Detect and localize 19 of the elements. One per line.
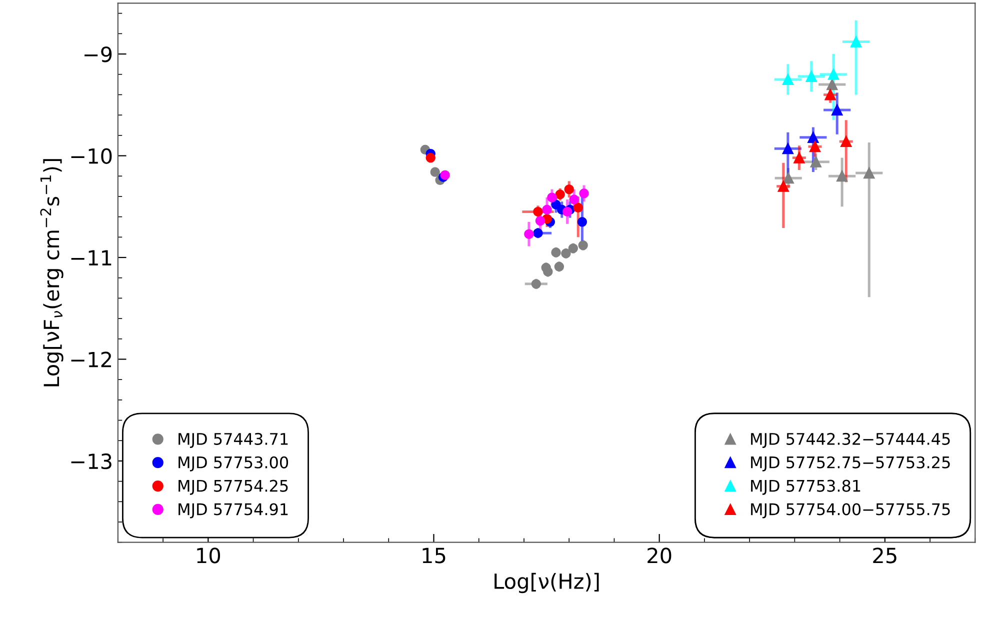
legend-label: MJD 57752.75−57753.25	[751, 456, 950, 472]
x-tick-label: 15	[422, 548, 446, 564]
legend-label: MJD 57754.00−57755.75	[751, 503, 950, 518]
y-tick-label: −11	[71, 250, 112, 266]
y-tick-label: −12	[71, 352, 111, 368]
x-tick-label: 25	[873, 548, 896, 564]
y-tick-label: −9	[84, 46, 112, 62]
legend-label: MJD 57753.00	[178, 456, 288, 472]
x-axis-title: Log[ν(Hz)]	[494, 572, 599, 594]
x-tick-label: 10	[197, 548, 220, 564]
y-tick-label: −10	[71, 148, 112, 164]
y-tick-label: −13	[71, 453, 112, 470]
x-tick-label: 20	[648, 548, 672, 564]
legend-label: MJD 57753.81	[751, 480, 860, 495]
legend-label: MJD 57442.32−57444.45	[751, 432, 950, 448]
y-axis-title: Log[νF$_{ν}$(erg cm$^{−2}$s$^{−1}$)]	[40, 159, 64, 386]
legend-label: MJD 57754.25	[178, 480, 288, 495]
legend-label: MJD 57754.91	[178, 503, 288, 518]
legend-label: MJD 57443.71	[178, 432, 288, 448]
